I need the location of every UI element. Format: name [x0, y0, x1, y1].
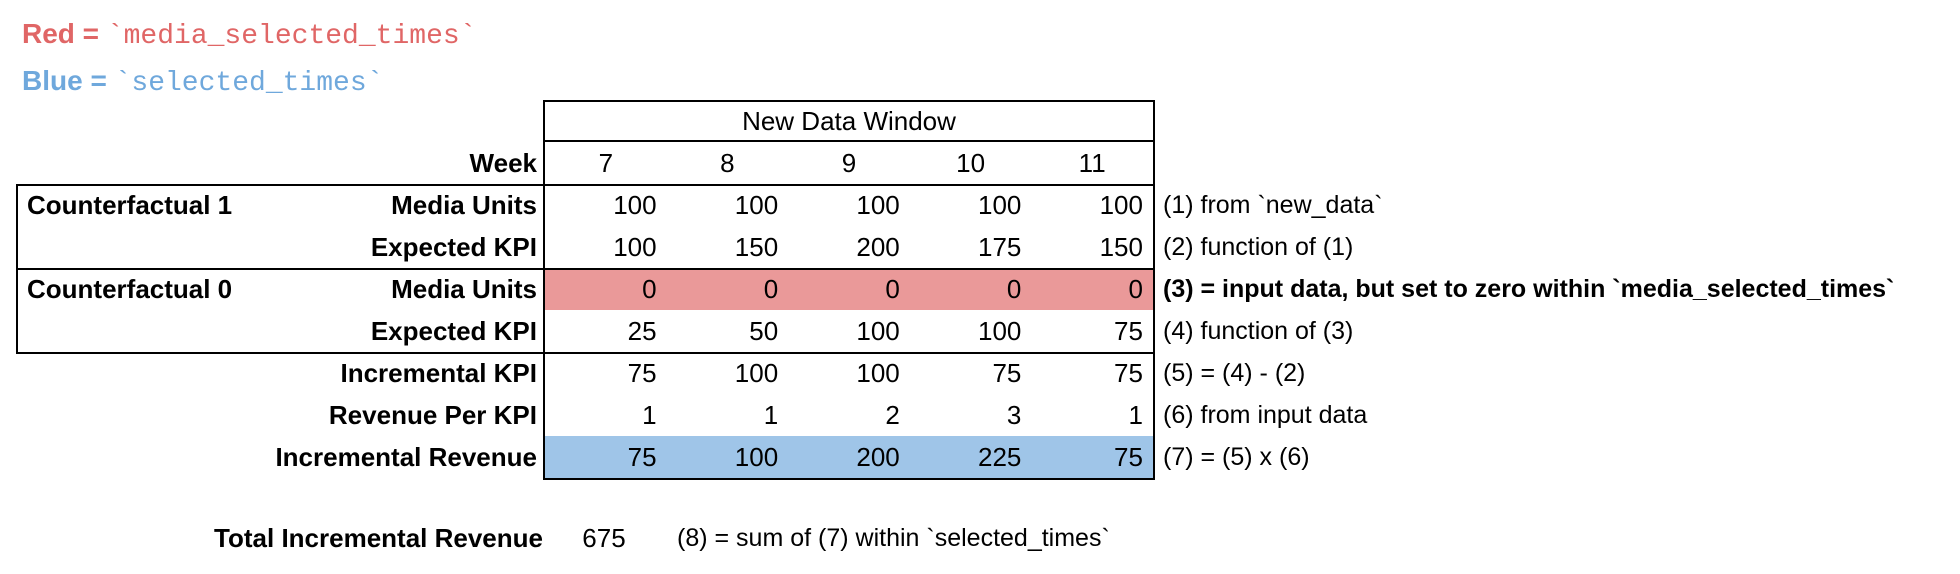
legend-blue-line: Blue = `selected_times` — [22, 59, 476, 106]
cell: 75 — [627, 358, 657, 388]
cell: 0 — [1128, 274, 1143, 304]
cell: 100 — [734, 358, 779, 388]
cell: 200 — [856, 442, 900, 472]
legend-blue-code: `selected_times` — [114, 68, 384, 99]
cell: 100 — [613, 190, 657, 220]
annotation-7: (7) = (5) x (6) — [1163, 443, 1310, 471]
legend-red-line: Red = `media_selected_times` — [22, 12, 476, 59]
annotation-6: (6) from input data — [1163, 401, 1368, 429]
annotation-4: (4) function of (3) — [1163, 317, 1354, 345]
row-label: Expected KPI — [370, 316, 537, 346]
week-cell: 11 — [1078, 148, 1106, 178]
cell: 1 — [642, 400, 657, 430]
cell: 0 — [642, 274, 657, 304]
cell: 0 — [1006, 274, 1022, 304]
total-incremental-revenue-label: Total Incremental Revenue — [214, 523, 543, 553]
week-row-label: Week — [469, 148, 537, 178]
annotation-3: (3) = input data, but set to zero within… — [1163, 275, 1895, 303]
week-cell: 9 — [841, 148, 857, 178]
cell: 75 — [992, 358, 1022, 388]
cell: 225 — [977, 442, 1022, 472]
cell: 150 — [734, 232, 779, 262]
row-label: Incremental Revenue — [275, 442, 537, 472]
week-cell: 8 — [720, 148, 735, 178]
legend-red-code: `media_selected_times` — [106, 21, 477, 52]
annotation-2: (2) function of (1) — [1163, 233, 1354, 261]
legend-red-label: Red = — [22, 18, 107, 49]
cell: 2 — [885, 400, 900, 430]
cell: 1 — [1128, 400, 1143, 430]
cell: 100 — [734, 190, 779, 220]
week-cell: 7 — [598, 148, 614, 178]
table-row: 25 50 100 100 75 — [545, 310, 1153, 352]
cell: 100 — [977, 190, 1022, 220]
cell: 1 — [763, 400, 779, 430]
selected-times-highlight — [545, 436, 1153, 478]
cell: 75 — [1114, 442, 1143, 472]
annotation-5: (5) = (4) - (2) — [1163, 359, 1306, 387]
table-row: 75 100 100 75 75 — [545, 352, 1153, 394]
table-row-media-selected-times: 0 0 0 0 0 — [545, 268, 1153, 310]
group-label-counterfactual-1: Counterfactual 1 — [27, 190, 233, 220]
group-label-counterfactual-0: Counterfactual 0 — [27, 274, 233, 304]
cell: 100 — [856, 190, 900, 220]
cell: 100 — [977, 316, 1022, 346]
cell: 100 — [856, 358, 900, 388]
cell: 200 — [856, 232, 900, 262]
media-selected-times-highlight — [545, 270, 1153, 310]
week-cell: 10 — [956, 148, 986, 178]
cell: 100 — [734, 442, 779, 472]
new-data-window-header: New Data Window — [742, 106, 956, 136]
table-row-selected-times: 75 100 200 225 75 — [545, 436, 1153, 478]
row-label: Incremental KPI — [340, 358, 537, 388]
cell: 100 — [1099, 190, 1143, 220]
cell: 175 — [977, 232, 1022, 262]
cell: 100 — [613, 232, 657, 262]
row-label: Media Units — [391, 190, 537, 220]
cell: 75 — [1114, 358, 1143, 388]
annotation-1: (1) from `new_data` — [1163, 191, 1383, 219]
annotation-8: (8) = sum of (7) within `selected_times` — [677, 524, 1110, 552]
row-label: Media Units — [391, 274, 537, 304]
week-row: 7 8 9 10 11 — [545, 142, 1153, 184]
row-label: Expected KPI — [370, 232, 537, 262]
cell: 0 — [885, 274, 900, 304]
table-row: 100 100 100 100 100 — [545, 184, 1153, 226]
cell: 75 — [627, 442, 657, 472]
cell: 75 — [1114, 316, 1143, 346]
cell: 25 — [627, 316, 657, 346]
total-incremental-revenue-value: 675 — [582, 523, 626, 553]
legend-blue-label: Blue = — [22, 65, 115, 96]
legend: Red = `media_selected_times` Blue = `sel… — [22, 12, 476, 106]
cell: 0 — [763, 274, 779, 304]
row-label: Revenue Per KPI — [328, 400, 537, 430]
cell: 100 — [856, 316, 900, 346]
cell: 50 — [749, 316, 779, 346]
cell: 150 — [1099, 232, 1143, 262]
header-divider-line — [543, 140, 1155, 142]
table-row: 1 1 2 3 1 — [545, 394, 1153, 436]
cell: 3 — [1006, 400, 1022, 430]
table-row: 100 150 200 175 150 — [545, 226, 1153, 268]
